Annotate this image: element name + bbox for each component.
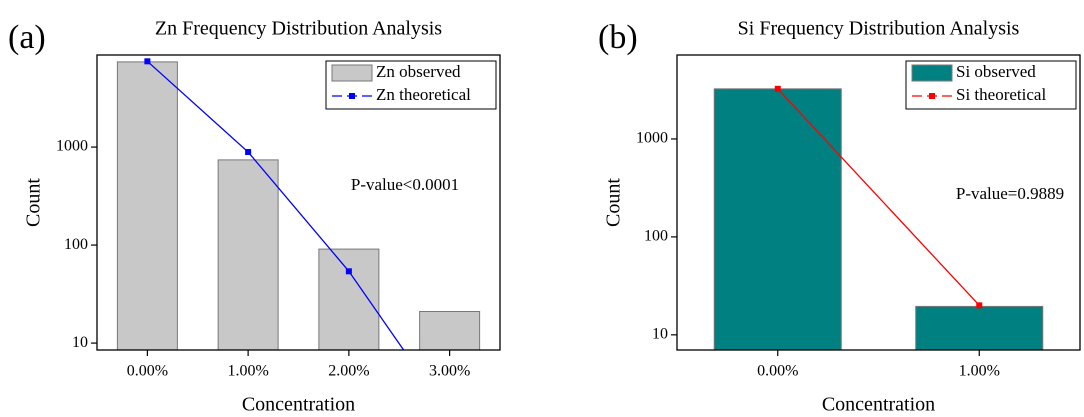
annotation: P-value=0.9889: [956, 184, 1064, 203]
x-axis-label: Concentration: [822, 394, 935, 416]
plot-frame: [96, 54, 501, 351]
legend-marker: [349, 93, 355, 99]
y-tick-label: 1000: [636, 130, 668, 147]
annotation: P-value<0.0001: [351, 175, 459, 194]
marker: [245, 149, 252, 156]
y-tick-label: 10: [652, 326, 668, 343]
bar: [318, 248, 380, 351]
x-tick-label: 2.00%: [328, 363, 369, 380]
y-tick-label: 100: [64, 236, 88, 253]
marker: [774, 85, 781, 92]
panel-label: (b): [598, 19, 638, 56]
bar: [419, 311, 481, 351]
bar: [713, 88, 842, 351]
y-tick-label: 1000: [56, 138, 88, 155]
marker: [144, 58, 151, 65]
marker: [976, 302, 983, 309]
chart-title: Zn Frequency Distribution Analysis: [155, 18, 442, 40]
line: [777, 88, 980, 306]
x-tick-label: 3.00%: [429, 363, 470, 380]
chart-title: Si Frequency Distribution Analysis: [738, 18, 1020, 40]
x-tick-label: 1.00%: [959, 363, 1000, 380]
x-axis-label: Concentration: [242, 394, 355, 416]
bar: [915, 305, 1044, 351]
legend-swatch: [911, 64, 953, 82]
marker: [345, 268, 352, 275]
bar: [116, 61, 178, 351]
y-tick-label: 10: [72, 334, 88, 351]
legend-label: Si observed: [956, 62, 1036, 81]
legend-label: Si theoretical: [956, 85, 1046, 104]
panel-label: (a): [8, 19, 46, 56]
y-axis-label: Count: [603, 178, 625, 227]
x-tick-label: 0.00%: [127, 363, 168, 380]
legend-swatch: [331, 64, 373, 82]
marker: [447, 413, 453, 417]
chart: (b) Si Frequency Distribution Analysis Con…: [598, 18, 1081, 416]
legend-marker: [929, 93, 935, 99]
plot-frame: [676, 54, 1081, 351]
y-axis-label: Count: [23, 178, 45, 227]
x-tick-label: 1.00%: [227, 363, 268, 380]
chart: (a) Zn Frequency Distribution Analysis Con…: [8, 18, 501, 417]
bar: [217, 159, 279, 351]
x-tick-label: 0.00%: [757, 363, 798, 380]
legend-label: Zn observed: [376, 62, 461, 81]
line: [146, 60, 405, 350]
legend-label: Zn theoretical: [376, 85, 471, 104]
y-tick-label: 100: [644, 228, 668, 245]
